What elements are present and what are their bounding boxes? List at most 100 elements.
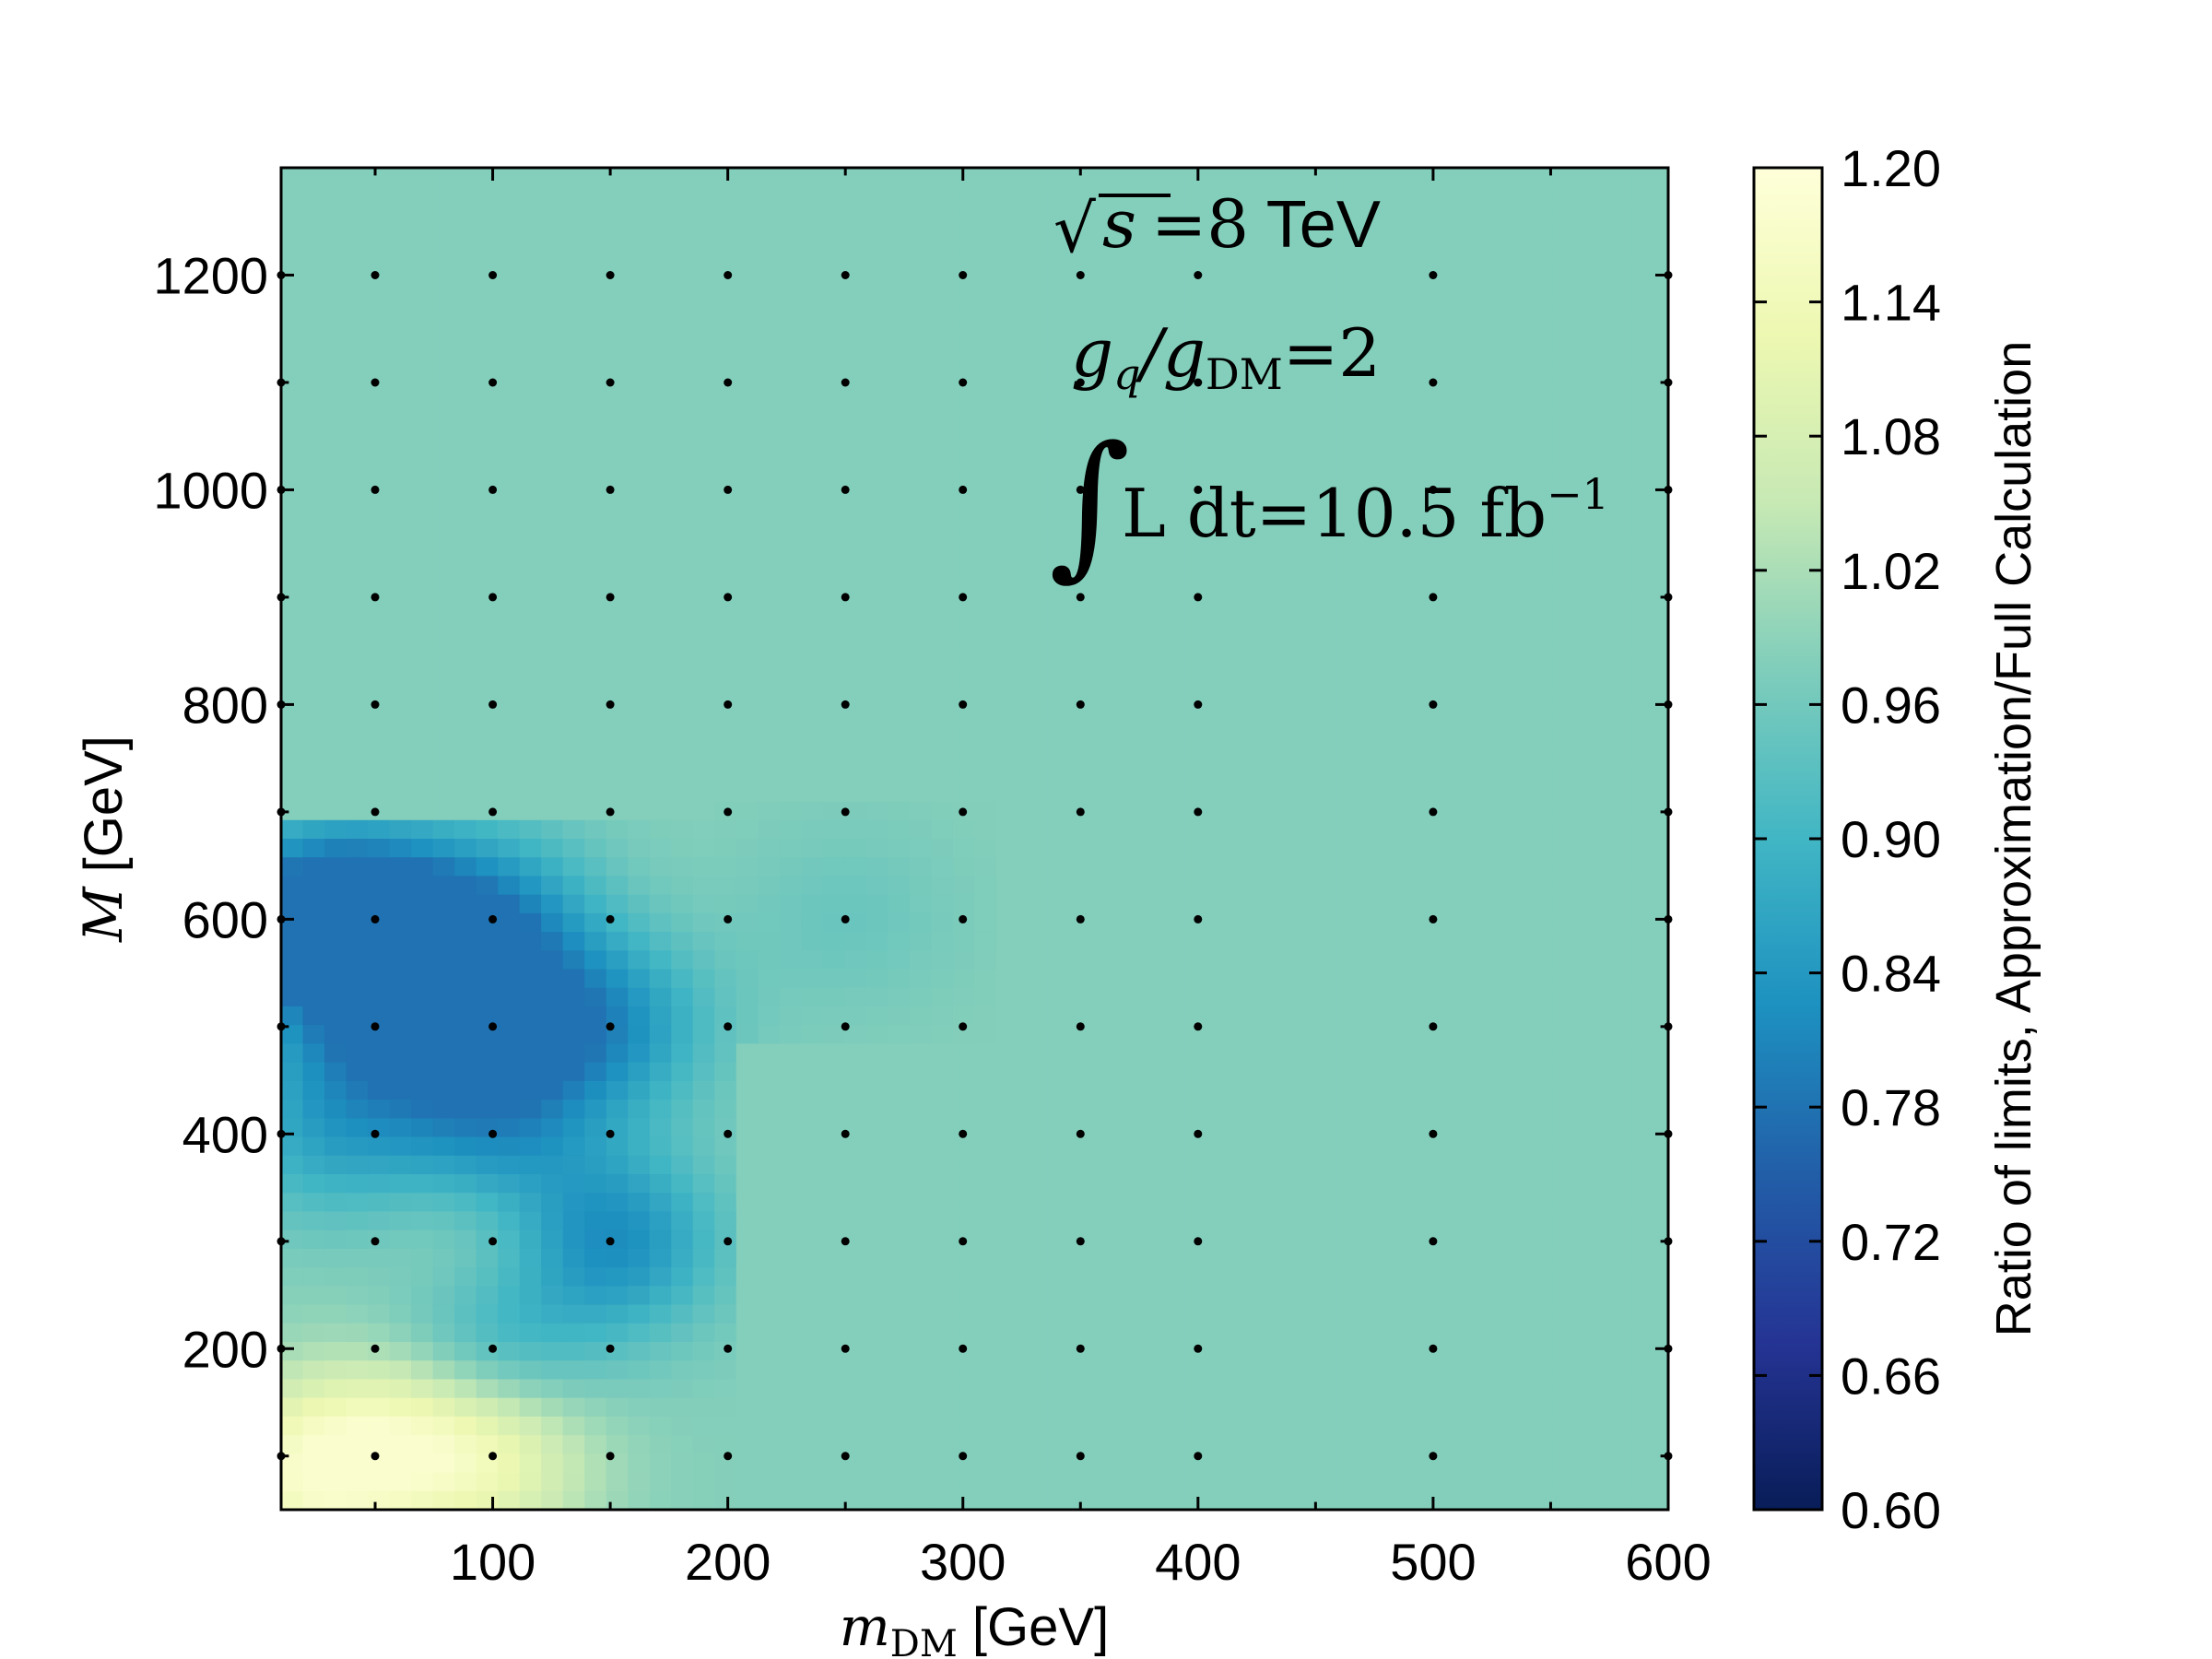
heatmap-cell <box>758 671 781 690</box>
heatmap-cell <box>324 969 347 989</box>
heatmap-cell <box>779 391 802 411</box>
heatmap-cell <box>1277 839 1300 858</box>
heatmap-cell <box>324 726 347 747</box>
heatmap-cell <box>671 391 694 411</box>
heatmap-cell <box>346 316 369 336</box>
heatmap-cell <box>1040 168 1063 187</box>
heatmap-cell <box>996 1248 1019 1268</box>
heatmap-cell <box>1040 726 1063 747</box>
heatmap-cell <box>1300 447 1323 467</box>
heatmap-cell <box>758 1342 781 1361</box>
heatmap-cell <box>411 577 434 597</box>
heatmap-cell <box>1147 447 1171 467</box>
heatmap-cell <box>454 205 477 225</box>
heatmap-cell <box>628 857 651 877</box>
heatmap-cell <box>1018 1342 1041 1361</box>
heatmap-cell <box>498 261 521 280</box>
heatmap-cell <box>1061 1286 1084 1306</box>
plot-frame <box>279 166 1670 1512</box>
heatmap-cell <box>1430 465 1453 486</box>
heatmap-cell <box>1559 689 1583 710</box>
heatmap-cell <box>974 839 997 858</box>
heatmap-cell <box>324 354 347 374</box>
heatmap-cell <box>1559 1323 1583 1343</box>
heatmap-cell <box>1061 633 1084 653</box>
heatmap-cell <box>692 1379 715 1399</box>
heatmap-cell <box>1277 1100 1300 1119</box>
heatmap-cell <box>758 409 781 429</box>
heatmap-cell <box>389 633 412 653</box>
heatmap-cell <box>671 577 694 597</box>
heatmap-cell <box>1018 1136 1041 1157</box>
heatmap-cell <box>1537 372 1561 393</box>
heatmap-cell <box>1170 465 1193 486</box>
heatmap-cell <box>1624 503 1648 523</box>
heatmap-cell <box>649 223 672 243</box>
heatmap-cell <box>519 633 542 653</box>
heatmap-cell <box>844 1286 867 1306</box>
heatmap-cell <box>1256 223 1279 243</box>
heatmap-cell <box>1494 1062 1517 1082</box>
heatmap-cell <box>519 932 542 951</box>
heatmap-cell <box>432 857 455 877</box>
heatmap-cell <box>844 615 867 635</box>
heatmap-cell <box>1364 1360 1387 1381</box>
heatmap-cell <box>1191 279 1214 300</box>
heatmap-cell <box>1407 1080 1430 1100</box>
heatmap-cell <box>1234 1435 1257 1454</box>
heatmap-cell <box>389 1397 412 1418</box>
heatmap-cell <box>735 912 759 933</box>
heatmap-cell <box>1234 950 1257 971</box>
heatmap-cell <box>1061 857 1084 877</box>
heatmap-cell <box>411 484 434 504</box>
heatmap-cell <box>541 1025 564 1045</box>
heatmap-cell <box>281 503 304 523</box>
heatmap-cell <box>1018 969 1041 989</box>
heatmap-cell <box>909 912 933 933</box>
heatmap-cell <box>281 912 304 933</box>
heatmap-cell <box>432 1230 455 1250</box>
heatmap-cell <box>1603 465 1626 486</box>
heatmap-cell <box>844 1062 867 1082</box>
heatmap-cell <box>909 689 933 710</box>
heatmap-cell <box>649 522 672 542</box>
heatmap-cell <box>1083 484 1106 504</box>
sample-point <box>959 700 968 709</box>
heatmap-cell <box>714 1490 737 1511</box>
heatmap-cell <box>584 186 607 206</box>
heatmap-cell <box>1603 335 1626 355</box>
heatmap-cell <box>996 1025 1019 1045</box>
heatmap-cell <box>1494 559 1517 579</box>
heatmap-cell <box>649 1043 672 1064</box>
heatmap-cell <box>324 912 347 933</box>
heatmap-cell <box>952 465 976 486</box>
heatmap-cell <box>584 1472 607 1492</box>
heatmap-cell <box>996 522 1019 542</box>
heatmap-cell <box>454 839 477 858</box>
heatmap-cell <box>714 932 737 951</box>
heatmap-cell <box>1277 503 1300 523</box>
heatmap-cell <box>411 801 434 821</box>
heatmap-cell <box>346 429 369 448</box>
heatmap-cell <box>562 559 585 579</box>
heatmap-cell <box>1170 1062 1193 1082</box>
heatmap-cell <box>1581 1472 1605 1492</box>
heatmap-cell <box>1213 1304 1236 1324</box>
heatmap-cell <box>432 335 455 355</box>
heatmap-cell <box>1321 447 1344 467</box>
heatmap-cell <box>1213 1174 1236 1194</box>
heatmap-cell <box>324 484 347 504</box>
heatmap-cell <box>281 615 304 635</box>
heatmap-cell <box>1213 745 1236 765</box>
heatmap-cell <box>432 1193 455 1213</box>
heatmap-cell <box>498 1155 521 1175</box>
heatmap-cell <box>628 465 651 486</box>
heatmap-cell <box>1191 1435 1214 1454</box>
heatmap-cell <box>1256 782 1279 803</box>
heatmap-cell <box>996 354 1019 374</box>
heatmap-cell <box>1559 447 1583 467</box>
heatmap-cell <box>628 1080 651 1100</box>
heatmap-cell <box>1624 391 1648 411</box>
heatmap-cell <box>584 932 607 951</box>
heatmap-cell <box>1213 540 1236 560</box>
